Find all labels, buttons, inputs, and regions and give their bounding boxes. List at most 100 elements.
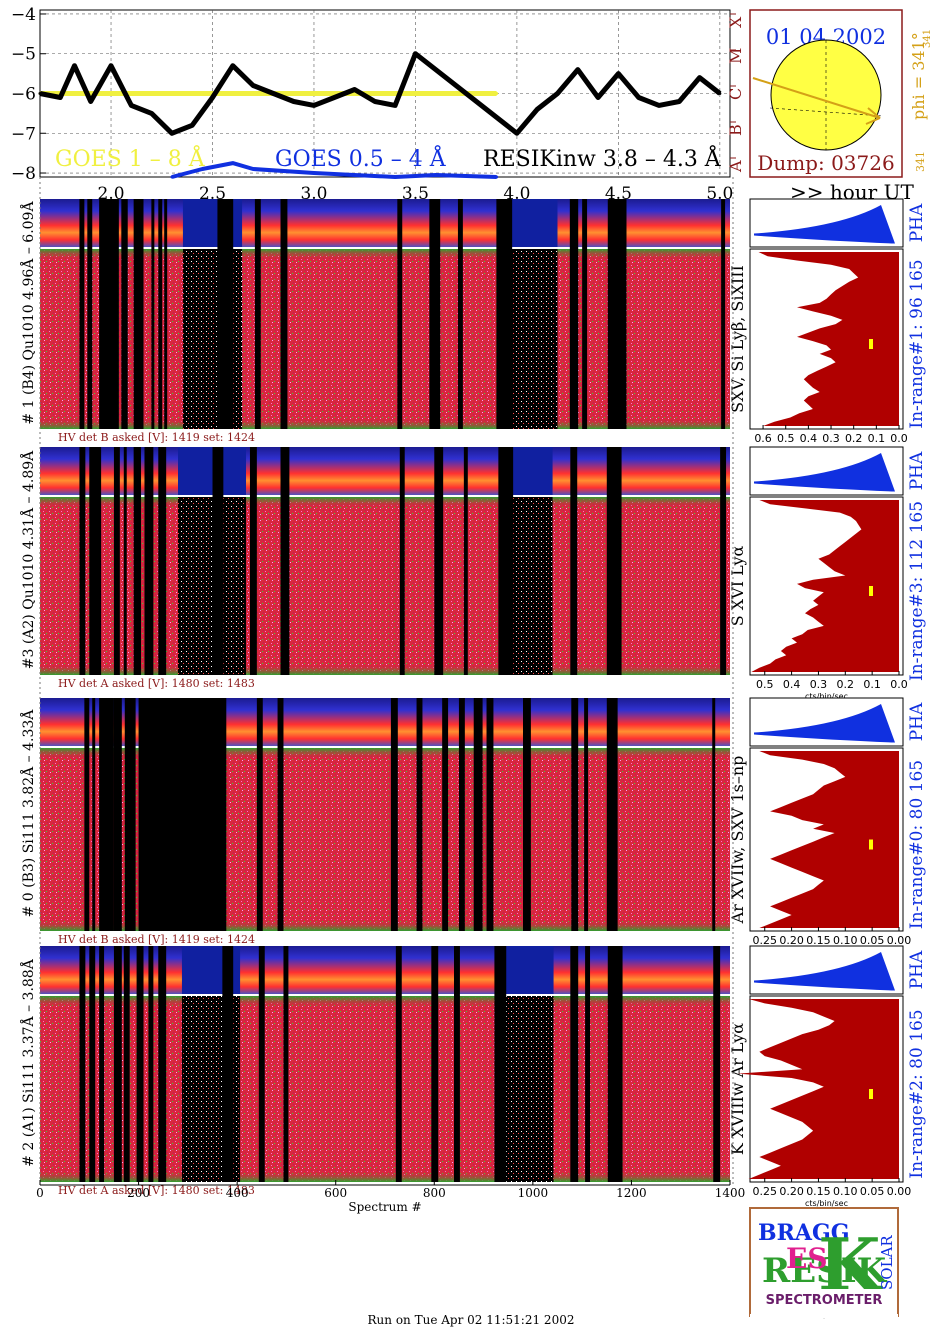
- detector-gap: [164, 199, 168, 429]
- goes-series-point: [393, 103, 397, 107]
- detector-range-label: In-range#1: 96 165: [907, 259, 927, 428]
- detector-gap: [113, 698, 122, 931]
- spectrum-mini-tick-label: 0.00: [887, 934, 912, 947]
- detector-gap: [395, 946, 402, 1182]
- goes-series-point: [170, 131, 174, 135]
- detector-panel: #3 (A2) Qu1010 4.31Å – 4.89Å HV det A ask…: [19, 446, 927, 701]
- goes-series-point: [292, 99, 296, 103]
- detector-gap: [606, 698, 618, 931]
- detector-line-ids: S XVI Lyα: [728, 546, 747, 627]
- spectrum-mini-tick-label: 0.15: [806, 934, 831, 947]
- goes-series-point: [637, 95, 641, 99]
- spectrum-mini-tick-label: 0.0: [890, 432, 908, 445]
- spectrum-mini-marker: [869, 1089, 873, 1099]
- detector-noise-zone: [506, 249, 558, 429]
- detector-gap: [585, 946, 591, 1182]
- detector-gap: [151, 199, 155, 429]
- goes-series-point: [413, 52, 417, 56]
- spectrum-mini-tick-label: 0.2: [837, 678, 855, 691]
- spectrum-mini-tick-label: 0.1: [863, 678, 881, 691]
- dump-label: Dump: 03726: [757, 151, 894, 175]
- detector-title: # 1 (B4) Qu1010 4.96Å – 6.09Å: [19, 201, 37, 425]
- spectrum-axis-label: Spectrum #: [348, 1200, 421, 1214]
- goes-y-tick-label: −4: [11, 5, 36, 25]
- detector-gap: [256, 698, 263, 931]
- logo-spectrometer: SPECTROMETER: [766, 1293, 883, 1308]
- sun-panel: 01 04 2002 Dump: 03726 phi = 341° 341 34…: [749, 9, 933, 178]
- spectrum-mini-fill: [759, 751, 899, 928]
- detector-gap: [496, 199, 513, 429]
- detector-gap: [582, 199, 588, 429]
- detector-gap: [148, 946, 154, 1182]
- detector-gap: [569, 199, 579, 429]
- spectrum-mini-tick-label: 0.00: [887, 1185, 912, 1198]
- goes-series-point: [251, 167, 255, 171]
- detector-gap: [84, 698, 90, 931]
- spectrum-tick-label: 0: [36, 1186, 44, 1200]
- detector-gap: [486, 698, 494, 931]
- detector-gap: [87, 199, 93, 429]
- flare-class-letter: A: [726, 160, 745, 173]
- spectrum-mini-tick-label: 0.20: [779, 934, 804, 947]
- spectrum-mini-tick-label: 0.05: [860, 934, 885, 947]
- detector-gap: [416, 698, 423, 931]
- detector-gap: [158, 447, 167, 675]
- spectrum-mini-tick-label: 0.0: [890, 678, 908, 691]
- goes-series-point: [434, 173, 438, 177]
- detector-gap: [494, 946, 507, 1182]
- detector-gap: [523, 698, 531, 931]
- goes-series-point: [73, 64, 76, 68]
- goes-series-point: [38, 92, 42, 95]
- detector-gap: [158, 946, 167, 1182]
- pha-mini-curve: [754, 453, 895, 492]
- goes-series-point: [718, 92, 722, 95]
- detector-gap: [113, 946, 122, 1182]
- detector-gap: [607, 946, 623, 1182]
- detector-gap: [606, 447, 622, 675]
- detector-gap: [498, 447, 514, 675]
- goes-series-point: [515, 131, 519, 135]
- detector-gap: [133, 199, 144, 429]
- detector-gap: [254, 199, 261, 429]
- detector-gap: [429, 199, 441, 429]
- spectrum-mini-tick-label: 0.10: [833, 934, 858, 947]
- flare-class-letter: C: [726, 88, 745, 100]
- spectrum-mini-fill: [737, 999, 899, 1179]
- goes-series-point: [556, 92, 559, 95]
- detector-range-label: In-range#0: 80 165: [907, 760, 927, 929]
- spectrum-mini-marker: [869, 339, 873, 349]
- spectrum-tick-label: 800: [423, 1186, 446, 1200]
- detector-noise-zone: [178, 497, 247, 675]
- detector-line-ids: SXV, Si Lyβ, SiXIII: [728, 265, 747, 413]
- spectrum-tick-label: 1200: [616, 1186, 647, 1200]
- spectrum-mini-tick-label: 0.10: [833, 1185, 858, 1198]
- spectrum-mini-tick-label: 0.25: [752, 1185, 777, 1198]
- goes-series-point: [393, 175, 397, 179]
- detector-gap: [397, 199, 403, 429]
- detector-gap: [113, 447, 120, 675]
- goes-series-point: [657, 103, 661, 107]
- detector-gap: [99, 199, 119, 429]
- detector-gap: [720, 447, 727, 675]
- goes-series-point: [353, 88, 357, 92]
- spectrum-mini-tick-label: 0.4: [783, 678, 801, 691]
- detector-hv-label: HV det A asked [V]: 1480 set: 1483: [58, 1184, 255, 1197]
- spectrum-tick-label: 200: [127, 1186, 150, 1200]
- spectrum-mini-tick-label: 0.2: [845, 432, 863, 445]
- detector-range-label: In-range#2: 80 165: [907, 1009, 927, 1178]
- legend-goes-long: GOES 1 – 8 Å: [55, 144, 206, 172]
- goes-series-point: [677, 99, 681, 103]
- phi-arrow-head: [865, 107, 881, 125]
- spectrum-mini-tick-label: 0.5: [756, 678, 774, 691]
- detector-gap: [570, 447, 578, 675]
- phi-label: phi = 341°: [909, 32, 928, 120]
- goes-series-point: [109, 64, 113, 68]
- detector-gap: [399, 447, 405, 675]
- detector-title: # 2 (A1) Si111 3.37Å – 3.88Å: [19, 958, 37, 1167]
- goes-series-point: [495, 92, 499, 95]
- logo-resik-overlay: ES: [786, 1242, 828, 1275]
- detector-gap: [434, 447, 444, 675]
- detector-edge-band: [40, 497, 730, 675]
- spectrum-tick-label: 1000: [518, 1186, 549, 1200]
- detector-gap: [584, 698, 589, 931]
